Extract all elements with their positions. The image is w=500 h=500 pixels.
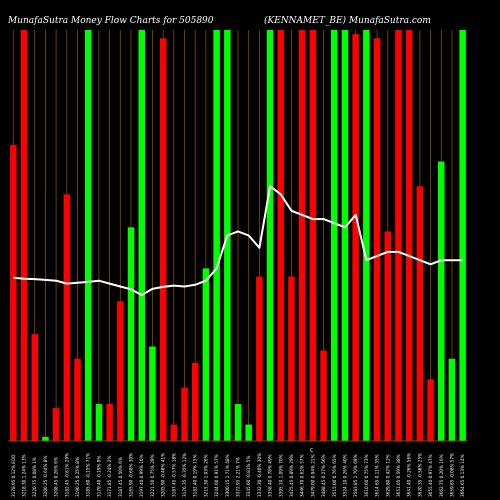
money-flow-bar [416, 186, 424, 441]
chart-title: MunafaSutra Money Flow Charts for 505890 [8, 16, 214, 26]
money-flow-bar [427, 379, 434, 441]
money-flow-bar [320, 350, 327, 441]
money-flow-bar [234, 404, 242, 441]
x-tick-label: 3300.15 1.71% 48% [225, 454, 230, 497]
money-flow-bar [459, 30, 466, 441]
x-tick-label: 3664.65 0.13% 14% [460, 454, 465, 497]
x-tick-label: 3651.05 0.59% 38% [396, 454, 401, 497]
money-flow-bar [95, 404, 103, 441]
money-flow-bar [395, 30, 402, 441]
money-flow-bar [363, 30, 370, 441]
money-flow-bar [256, 276, 263, 441]
money-flow-bar [106, 404, 113, 441]
money-flow-bar [170, 424, 178, 441]
money-flow-bar [181, 387, 188, 441]
money-flow-bar [352, 34, 359, 441]
money-flow-bar [245, 424, 252, 441]
x-tick-label: 3182.40 0.19% 15% [193, 454, 198, 497]
x-tick-label: 3583.85 1.70% 69% [353, 454, 358, 497]
x-tick-label: 3244.60 0.91% 57% [214, 454, 219, 497]
x-tick-label: 3446.70 0.62% 57% [300, 454, 305, 497]
money-flow-bar [138, 30, 145, 441]
money-flow-bar [63, 194, 71, 441]
x-tick-label: 3185.60 -0.15% 71% [86, 453, 91, 497]
x-tick-label: 3425.45 0.89% 29% [289, 454, 294, 497]
money-flow-bar [309, 30, 317, 441]
x-tick-label: 3395.10 1.09% 70% [278, 454, 283, 497]
money-flow-bar [42, 436, 49, 441]
x-tick-label: 3179.40 -0.19% 9% [96, 456, 101, 497]
x-tick-label: 3610.60 0.75% 73% [364, 454, 369, 497]
money-flow-bar [331, 30, 338, 441]
money-flow-bar [149, 346, 156, 441]
x-tick-label: 3641.40 -0.26% 56% [407, 453, 412, 497]
x-tick-label: 3345.60 -0.81% 5% [246, 456, 251, 497]
money-flow-bar [192, 362, 199, 441]
money-flow-bar [213, 30, 220, 441]
x-tick-label: 3218.30 1.24% 13% [22, 454, 27, 497]
money-flow-bar [373, 38, 381, 441]
money-flow-bar [20, 30, 28, 441]
money-flow-bars [10, 30, 466, 441]
x-tick-label: 3479.00 0.94% 21% [310, 454, 315, 497]
x-tick-label: 3178.95 0.12% EOD [11, 455, 16, 497]
money-flow-bar [448, 358, 456, 441]
x-tick-label: 3187.45 0.50% 6% [118, 457, 123, 497]
money-flow-bar [438, 161, 445, 441]
money-flow-bar [288, 276, 295, 441]
money-flow-bar [341, 30, 349, 441]
money-flow-bar [405, 30, 413, 441]
money-flow-bar [117, 301, 124, 441]
money-flow-bar [31, 334, 38, 441]
chart-subtitle: (KENNAMET_BE) MunafaSutra.com [264, 16, 431, 26]
price-line [13, 185, 463, 297]
x-tick-label: 3358.40 0.78% 49% [268, 454, 273, 497]
x-tick-label: 3208.45 0.26% 6% [54, 457, 59, 497]
x-axis-labels: 3178.95 0.12% EOD 3218.30 1.24% 13% 3220.7… [11, 453, 465, 497]
x-tick-label: 3205.90 -0.48% 41% [161, 453, 166, 497]
x-tick-label: 3221.50 0.75% 29% [150, 454, 155, 497]
x-tick-label: 3332.30 -0.40% 30% [257, 453, 262, 497]
money-flow-bar [277, 30, 284, 441]
x-tick-label: 3515.00 0.76% 65% [332, 454, 337, 497]
x-tick-label: 3655.40 0.97% 47% [428, 454, 433, 497]
x-tick-label: 3182.45 -0.81% 29% [64, 453, 69, 497]
axis-marker: C [310, 448, 314, 454]
x-tick-label: 3176.35 -0.35% 12% [182, 453, 187, 497]
x-tick-label: 3488.45 0.27% 56% [321, 454, 326, 497]
x-tick-label: 3629.80 0.42% 12% [385, 454, 390, 497]
money-flow-bar [10, 145, 17, 441]
x-tick-label: 3190.25 0.25% 8% [75, 457, 80, 497]
x-tick-label: 3200.25 -0.64% 8% [43, 456, 48, 497]
money-flow-bar [52, 408, 60, 441]
money-flow-bar [384, 231, 391, 441]
money-flow-bar [298, 30, 306, 441]
x-tick-label: 3197.40 0.99% 16% [139, 454, 144, 497]
x-tick-label: 3165.90 -0.68% 30% [129, 453, 134, 497]
money-flow-bar [127, 227, 135, 441]
money-flow-bar [266, 30, 274, 441]
x-tick-label: 3187.45 -0.57% 18% [171, 453, 176, 497]
x-tick-label: 3524.10 0.26% 40% [343, 454, 348, 497]
x-tick-label: 3662.75 0.20% 16% [439, 454, 444, 497]
money-flow-bar [159, 38, 167, 441]
x-tick-label: 3614.65 0.11% 35% [375, 454, 380, 497]
money-flow-bar [202, 268, 210, 441]
x-tick-label: 3171.85 -0.24% 2% [107, 456, 112, 497]
x-tick-label: 3220.75 0.08% 1% [32, 457, 37, 497]
x-tick-label: 3659.85 -0.08% 57% [450, 453, 455, 497]
x-tick-label: 3372.95 2.21% 7% [236, 457, 241, 497]
x-tick-label: 3620.35 -0.58% 25% [417, 453, 422, 497]
money-flow-bar [74, 358, 81, 441]
money-flow-bar [85, 30, 92, 441]
x-tick-label: 3215.30 1.03% 26% [203, 454, 208, 497]
